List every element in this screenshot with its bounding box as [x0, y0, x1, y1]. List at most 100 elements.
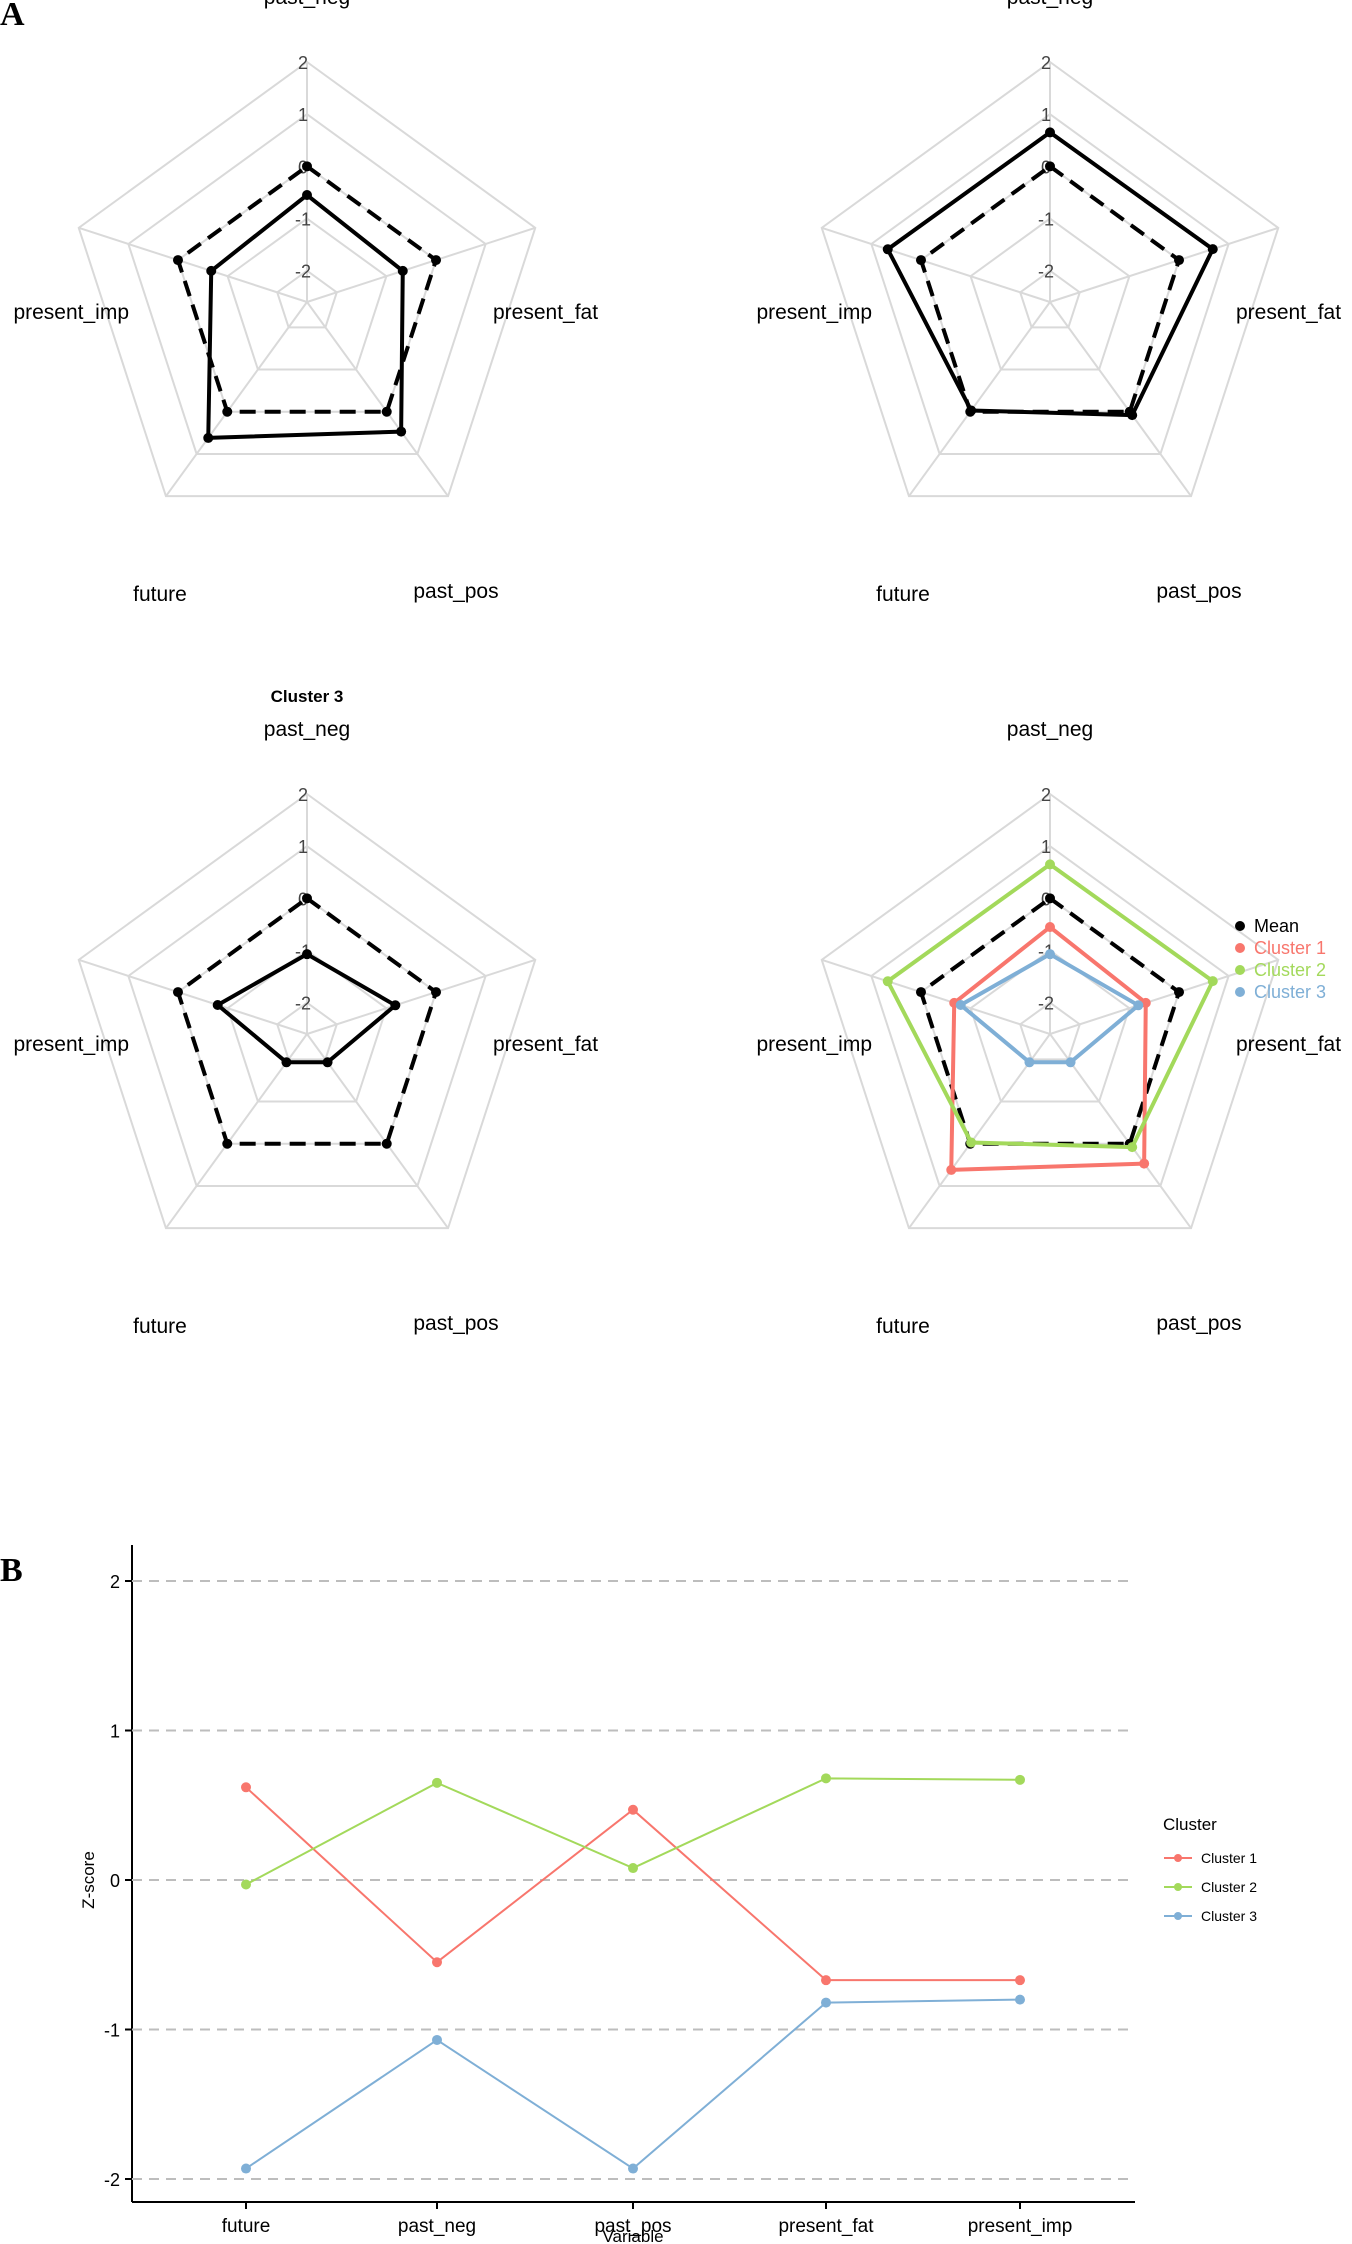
radar-tick-label: 2	[1041, 785, 1051, 805]
radar-series-cluster	[206, 193, 405, 440]
radar-chart-2: 210-1-2past_negpresent_fatpast_posfuture…	[756, 0, 1341, 606]
line-series-cluster-3	[245, 1998, 1021, 2170]
legend-marker	[1174, 1912, 1182, 1920]
radar-mean-series-point	[302, 893, 312, 904]
y-tick-label: -1	[104, 2021, 120, 2041]
radar-axis-label: future	[876, 583, 930, 606]
radar-series-cluster-point	[396, 426, 407, 437]
radar-mean-series-point	[915, 255, 926, 266]
radar-spoke	[821, 226, 1051, 303]
radar-spoke	[1049, 1033, 1192, 1229]
radar-spoke	[78, 958, 308, 1035]
radar-chart-3: 210-1-2past_negpresent_fatpast_posfuture…	[13, 687, 598, 1338]
radar-series-cluster-2-point	[1127, 1142, 1138, 1153]
y-tick-label: 1	[110, 1722, 120, 1742]
radar-mean-series-point	[915, 987, 926, 998]
radar-spoke	[908, 301, 1051, 497]
radar-tick-label: 1	[298, 105, 308, 125]
radar-legend-label: Mean	[1254, 916, 1299, 936]
radar-series-cluster-point	[212, 999, 223, 1010]
radar-series-cluster-point	[1207, 244, 1218, 255]
radar-legend-label: Cluster 2	[1254, 960, 1326, 980]
radar-grid-ring	[77, 792, 537, 1230]
line-point-cluster-2	[1015, 1774, 1025, 1785]
radar-tick-label: -2	[1038, 994, 1054, 1014]
radar-grid-ring	[969, 217, 1131, 371]
radar-series-cluster-point	[302, 190, 312, 201]
line-point-cluster-3	[1015, 1994, 1025, 2005]
radar-series-cluster-point	[206, 265, 217, 276]
y-tick-label: 0	[110, 1871, 120, 1891]
radar-axis-label: past_pos	[1156, 1312, 1241, 1335]
radar-spoke	[306, 226, 536, 303]
x-tick-label: present_imp	[968, 2216, 1073, 2237]
radar-tick-label: -1	[1038, 210, 1054, 230]
radar-spoke	[821, 958, 1051, 1035]
radar-series-cluster-3-point	[955, 999, 966, 1010]
radar-grid-ring	[226, 217, 388, 371]
radar-grid-ring	[276, 1001, 338, 1061]
radar-series-cluster	[885, 130, 1215, 418]
radar-tick-label: 2	[298, 53, 308, 73]
radar-axis-label: past_neg	[1007, 0, 1093, 9]
line-chart: 2 1 0 -1 -2 future past_neg past_pos present_fat…	[79, 1545, 1257, 2244]
x-axis-title: Variable	[602, 2227, 663, 2244]
line-point-cluster-3	[432, 2034, 442, 2045]
radar-spoke	[306, 1033, 449, 1229]
radar-tick-label: 1	[1041, 105, 1051, 125]
radar-grid-ring	[127, 112, 487, 455]
radar-mean-series-point	[381, 1138, 392, 1149]
line-series-cluster-1	[245, 1786, 1020, 1982]
line-point-cluster-1	[432, 1957, 442, 1968]
radar-mean-series-point	[172, 255, 183, 266]
radar-series-cluster-2-point	[1045, 859, 1055, 870]
legend-title: Cluster	[1163, 1815, 1217, 1834]
radar-series-cluster-point	[1045, 127, 1055, 138]
radar-series-cluster	[215, 952, 398, 1065]
y-axis-title: Z-score	[79, 1851, 98, 1909]
line-point-cluster-2	[628, 1863, 638, 1874]
radar-series-cluster-1-point	[1045, 922, 1055, 933]
legend-marker	[1174, 1854, 1182, 1862]
radar-mean-series	[918, 164, 1182, 414]
radar-mean-series	[175, 164, 439, 414]
radar-axis-label: present_imp	[756, 1033, 872, 1056]
radar-tick-label: -2	[1038, 262, 1054, 282]
radar-tick-label: 2	[1041, 53, 1051, 73]
radar-series-cluster-point	[203, 432, 214, 443]
legend-label: Cluster 1	[1201, 1850, 1257, 1866]
radar-mean-series	[175, 896, 439, 1146]
radar-series-cluster-2	[885, 862, 1215, 1150]
radar-grid-ring	[820, 792, 1280, 1230]
legend-marker	[1174, 1883, 1182, 1891]
x-tick-label: past_pos	[594, 2216, 671, 2237]
legend-label: Cluster 3	[1201, 1908, 1257, 1924]
radar-series-cluster-2-point	[966, 1137, 977, 1148]
radar-axis-label: present_fat	[1236, 1033, 1341, 1056]
line-point-cluster-1	[628, 1804, 638, 1815]
y-tick-label: -2	[104, 2170, 120, 2190]
radar-grid-ring	[870, 844, 1230, 1187]
radar-spoke	[306, 958, 536, 1035]
line-point-cluster-1	[241, 1782, 251, 1793]
radar-series-cluster-3	[958, 952, 1141, 1065]
radar-axis-label: past_pos	[413, 1312, 498, 1335]
radar-series-cluster-point	[390, 1000, 401, 1011]
panel-label-a: A	[0, 0, 25, 33]
x-tick-label: future	[222, 2216, 271, 2237]
radar-axis-label: future	[133, 1315, 187, 1338]
radar-spoke	[165, 301, 308, 497]
radar-spoke	[165, 1033, 308, 1229]
radar-mean-series-point	[302, 161, 312, 172]
radar-axis-label: present_fat	[493, 301, 598, 324]
radar-axis-label: past_neg	[1007, 718, 1093, 741]
radar-series-cluster-2-point	[1207, 976, 1218, 987]
radar-grid-ring	[870, 112, 1230, 455]
radar-series-cluster-point	[1127, 410, 1138, 421]
radar-mean-series-point	[222, 1138, 233, 1149]
radar-grid-ring	[276, 269, 338, 329]
line-point-cluster-3	[241, 2163, 251, 2174]
radar-series-cluster-1-point	[946, 1164, 957, 1175]
radar-spoke	[1049, 301, 1192, 497]
